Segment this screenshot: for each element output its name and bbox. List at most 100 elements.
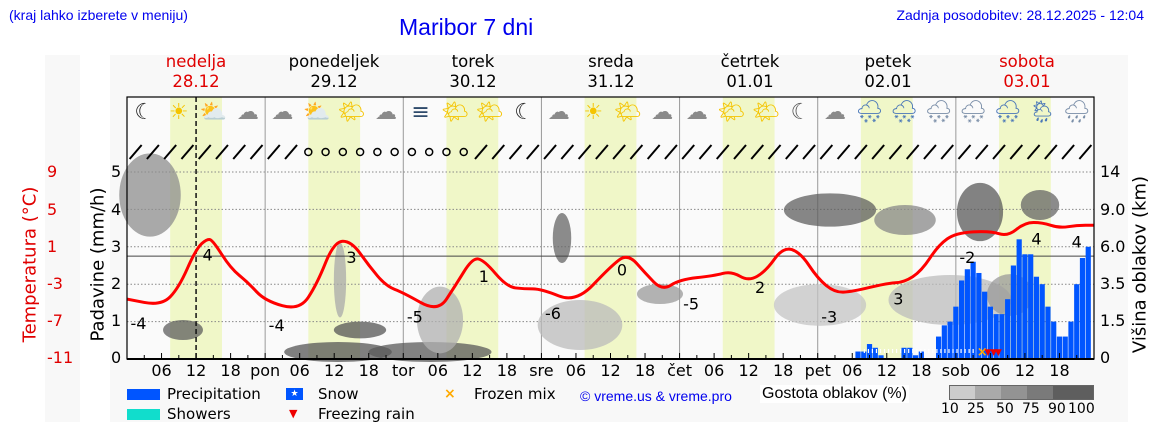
x-tick-label: tor xyxy=(391,361,415,380)
day-name: petek xyxy=(864,52,912,71)
wind-barb-icon xyxy=(992,144,1006,160)
precipitation-bar xyxy=(1056,336,1063,359)
temperature-label: 0 xyxy=(617,260,627,279)
wind-barb-icon xyxy=(267,144,281,160)
cloud-density-blob xyxy=(956,182,1004,242)
wind-barb-icon xyxy=(957,144,972,160)
x-tick-label: 18 xyxy=(911,361,932,380)
cloud-density-blob xyxy=(333,242,347,318)
precipitation-bar xyxy=(861,351,867,359)
snow-marker xyxy=(940,349,942,353)
cloud-height-tick: 9.0 xyxy=(1100,200,1126,219)
wind-barb-icon xyxy=(785,144,799,160)
snow-marker xyxy=(900,349,902,353)
temperature-axis-title: Temperatura (°C) xyxy=(19,186,41,343)
cloud-height-axis-title: Višina oblakov (km) xyxy=(1129,175,1151,354)
snow-marker xyxy=(879,349,882,353)
temperature-label: -5 xyxy=(407,308,423,327)
snow-marker xyxy=(920,349,922,353)
daylight-band xyxy=(308,97,361,359)
freezing-rain-marker: ▼ xyxy=(990,348,997,358)
x-tick-label: 06 xyxy=(980,361,1001,380)
precipitation-bar xyxy=(935,336,942,359)
precipitation-bar xyxy=(901,347,907,359)
temperature-label: 4 xyxy=(1031,229,1041,248)
x-tick-label: 12 xyxy=(324,361,345,380)
day-name: ponedeljek xyxy=(288,52,380,71)
snow-marker xyxy=(948,349,950,353)
moon-cloud-rain-icon: 🌧 xyxy=(1062,100,1091,125)
snow-marker xyxy=(936,349,938,353)
x-tick-label: pet xyxy=(804,361,831,380)
snow-marker xyxy=(891,349,894,353)
density-step: 75 xyxy=(1022,401,1040,417)
day-date: 28.12 xyxy=(172,72,220,91)
cloud-density-blob xyxy=(874,205,936,235)
temp-tick: 5 xyxy=(47,200,58,219)
day-header-5: petek 02.01 xyxy=(818,52,958,92)
wind-barb-icon xyxy=(923,144,937,160)
day-header-3: sreda 31.12 xyxy=(541,52,681,92)
wind-barb-icon xyxy=(543,144,557,160)
temperature-label: -4 xyxy=(269,316,285,335)
cloud-height-tick: 3.5 xyxy=(1100,274,1126,293)
precipitation-bar xyxy=(976,272,982,359)
cloud-height-tick: 1.5 xyxy=(1100,311,1126,330)
snow-marker xyxy=(908,349,910,353)
moon-fog-icon: ≡ xyxy=(411,100,430,125)
precipitation-bar xyxy=(947,321,953,359)
x-tick-label: pon xyxy=(250,361,281,380)
temperature-label: -5 xyxy=(683,295,699,314)
x-tick-label: 12 xyxy=(600,361,621,380)
wind-barb-icon xyxy=(1078,144,1093,160)
moon-cloud-snow-icon: 🌨 xyxy=(924,100,953,125)
credit-link[interactable]: © vreme.us & vreme.pro xyxy=(580,388,732,404)
temp-tick: -3 xyxy=(47,274,63,293)
x-tick-label: 12 xyxy=(185,361,207,380)
moon-cloud-icon: ☁ xyxy=(375,100,398,125)
cloud-density-blob xyxy=(773,284,867,326)
freezing-rain-marker: ▼ xyxy=(995,348,1002,358)
freezing-rain-marker: ▼ xyxy=(985,348,992,358)
wind-calm-icon xyxy=(355,147,365,157)
wind-barb-icon xyxy=(664,144,678,160)
wind-calm-icon xyxy=(407,147,417,157)
day-header-6: sobota 03.01 xyxy=(957,52,1097,92)
precipitation-bar xyxy=(907,347,913,359)
temperature-label: 4 xyxy=(202,245,212,264)
cloud-density-blob xyxy=(163,320,203,340)
wind-barb-icon xyxy=(767,144,782,160)
wind-barb-icon xyxy=(715,144,730,160)
snow-marker xyxy=(952,349,954,353)
cloud-height-tick: 14 xyxy=(1100,162,1121,181)
precipitation-bar xyxy=(964,269,970,359)
wind-barb-icon xyxy=(819,144,834,160)
wind-barb-icon xyxy=(163,144,177,160)
x-tick-label: 18 xyxy=(1049,361,1070,380)
precipitation-bar xyxy=(959,280,965,359)
temp-tick: 1 xyxy=(47,237,58,256)
x-tick-label: sre xyxy=(529,361,554,380)
cloud-snow-rain-icon: 🌨 xyxy=(890,100,919,125)
wind-calm-icon xyxy=(424,147,434,157)
showers-swatch xyxy=(127,409,160,420)
snow-marker xyxy=(916,349,918,353)
temperature-label: 1 xyxy=(479,267,489,286)
wind-barb-icon xyxy=(560,144,575,160)
day-header-1: ponedeljek 29.12 xyxy=(264,52,404,92)
cloud-density-blob xyxy=(537,300,623,350)
precipitation-bar xyxy=(982,291,988,359)
cloud-density-blob xyxy=(119,153,181,237)
x-tick-label: 18 xyxy=(772,361,794,380)
density-step: 10 xyxy=(941,401,959,417)
precip-tick: 1 xyxy=(111,311,122,330)
density-step: 25 xyxy=(967,401,985,417)
x-tick-label: sob xyxy=(941,361,970,380)
cloud-density-title: Gostota oblakov (%) xyxy=(760,385,909,403)
cloud-density-blob xyxy=(284,342,392,362)
day-date: 03.01 xyxy=(1003,72,1051,91)
precip-tick: 5 xyxy=(111,162,122,181)
precipitation-bar xyxy=(1062,336,1068,359)
x-tick-label: 06 xyxy=(703,361,725,380)
day-name: sobota xyxy=(999,52,1055,71)
